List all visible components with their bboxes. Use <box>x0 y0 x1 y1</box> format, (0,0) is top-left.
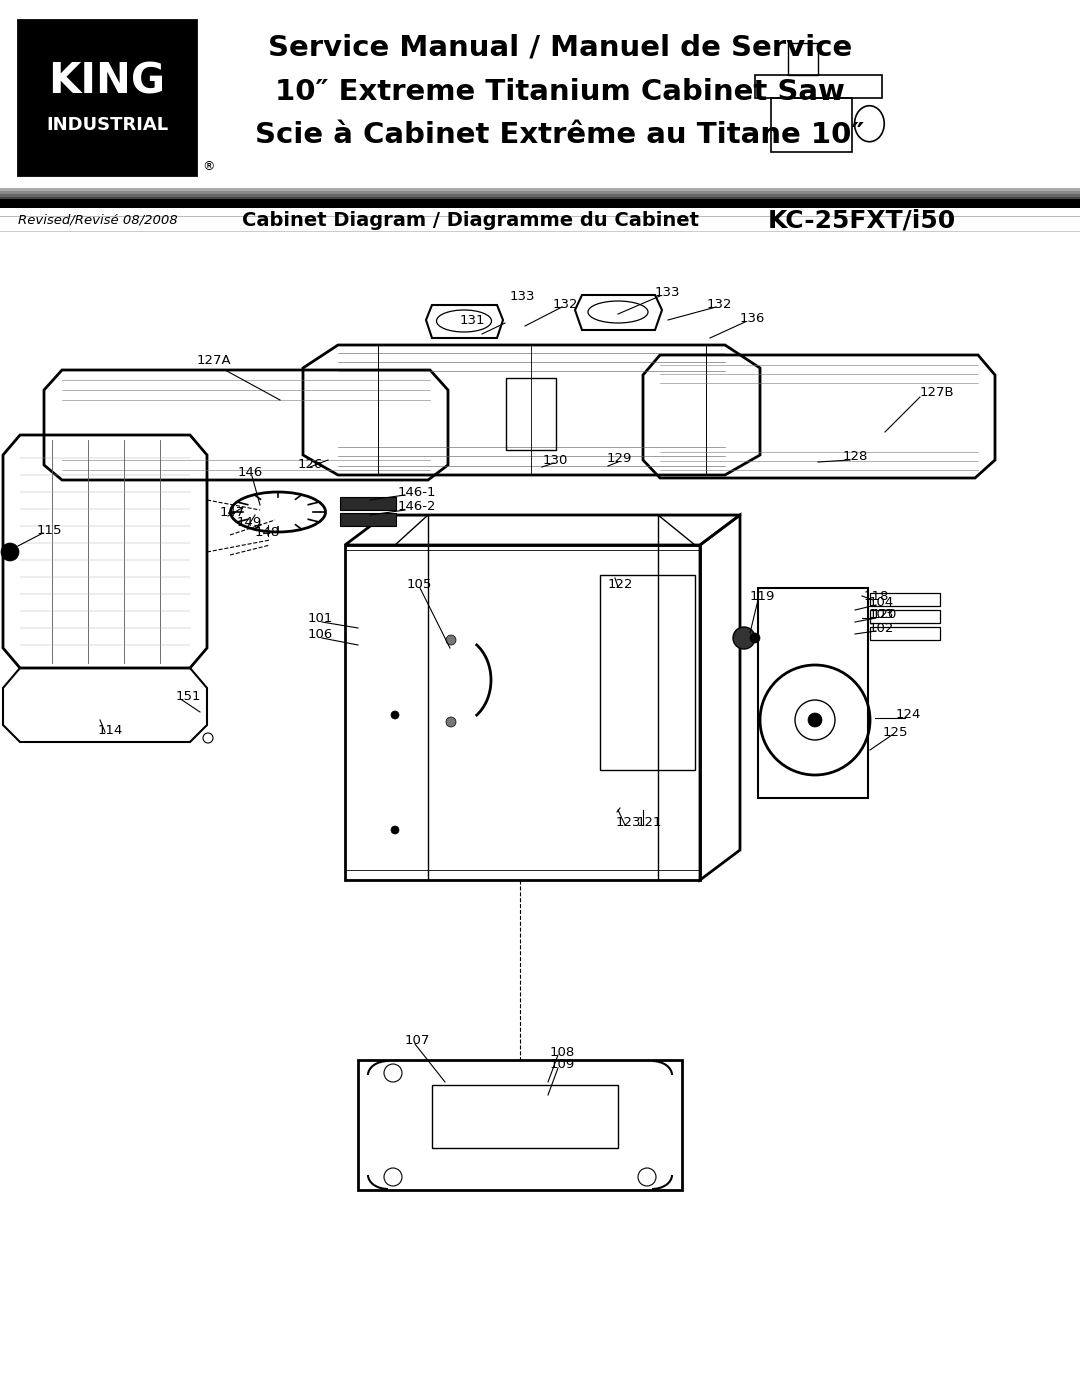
Polygon shape <box>340 513 396 527</box>
Text: Scie à Cabinet Extrême au Titane 10″: Scie à Cabinet Extrême au Titane 10″ <box>255 122 865 149</box>
Text: KING: KING <box>49 61 165 103</box>
Text: ®: ® <box>202 161 215 173</box>
Text: 131: 131 <box>460 313 486 327</box>
Text: 132: 132 <box>553 298 579 310</box>
Text: 124: 124 <box>896 708 921 721</box>
Text: 108: 108 <box>550 1045 576 1059</box>
Text: 121: 121 <box>637 816 662 828</box>
Text: 151: 151 <box>176 690 202 704</box>
Text: 122: 122 <box>608 577 634 591</box>
Text: 114: 114 <box>98 724 123 736</box>
Bar <box>0 198 1080 208</box>
Bar <box>0 189 1080 191</box>
Text: 127A: 127A <box>197 353 231 366</box>
Text: Service Manual / Manuel de Service: Service Manual / Manuel de Service <box>268 34 852 61</box>
Text: 101: 101 <box>308 612 334 626</box>
Text: 129: 129 <box>607 453 633 465</box>
Text: 119: 119 <box>750 591 775 604</box>
Bar <box>0 194 1080 197</box>
Text: 146-2: 146-2 <box>399 500 436 514</box>
Text: INDUSTRIAL: INDUSTRIAL <box>46 116 168 134</box>
Circle shape <box>391 711 399 719</box>
Text: Revised/Revisé 08/2008: Revised/Revisé 08/2008 <box>18 214 177 226</box>
Text: 133: 133 <box>510 289 536 303</box>
Bar <box>18 20 195 175</box>
Text: 126: 126 <box>298 457 323 471</box>
Text: 104: 104 <box>869 595 894 609</box>
Text: 125: 125 <box>883 725 908 739</box>
Text: 10″ Extreme Titanium Cabinet Saw: 10″ Extreme Titanium Cabinet Saw <box>275 78 845 106</box>
Polygon shape <box>340 497 396 510</box>
Text: Cabinet Diagram / Diagramme du Cabinet: Cabinet Diagram / Diagramme du Cabinet <box>242 211 699 229</box>
Bar <box>0 197 1080 200</box>
Text: 115: 115 <box>37 524 63 536</box>
Text: 132: 132 <box>707 298 732 310</box>
Circle shape <box>446 717 456 726</box>
Circle shape <box>391 826 399 834</box>
Text: 130: 130 <box>543 454 568 467</box>
Text: 106: 106 <box>308 629 334 641</box>
Text: 136: 136 <box>740 313 766 326</box>
Text: 146: 146 <box>238 467 264 479</box>
Circle shape <box>808 712 822 726</box>
Circle shape <box>750 633 760 643</box>
Text: 147: 147 <box>220 507 245 520</box>
Circle shape <box>446 636 456 645</box>
Bar <box>0 215 1080 217</box>
Circle shape <box>203 733 213 743</box>
Text: 105: 105 <box>407 578 432 591</box>
Bar <box>0 200 1080 203</box>
Text: 102: 102 <box>869 622 894 634</box>
Circle shape <box>733 627 755 650</box>
Text: 127B: 127B <box>920 387 955 400</box>
Text: 107: 107 <box>405 1035 430 1048</box>
Text: 118: 118 <box>864 591 889 604</box>
Text: KC-25FXT/i50: KC-25FXT/i50 <box>768 208 956 232</box>
Bar <box>0 191 1080 194</box>
Text: 120: 120 <box>872 609 897 622</box>
Text: 133: 133 <box>654 286 680 299</box>
Text: 149: 149 <box>237 517 262 529</box>
Text: 103: 103 <box>869 609 894 622</box>
Text: 123: 123 <box>616 816 642 828</box>
Text: 148: 148 <box>255 527 280 539</box>
Text: 146-1: 146-1 <box>399 486 436 499</box>
Circle shape <box>1 543 19 562</box>
Text: 109: 109 <box>550 1059 576 1071</box>
Text: 128: 128 <box>843 450 868 464</box>
